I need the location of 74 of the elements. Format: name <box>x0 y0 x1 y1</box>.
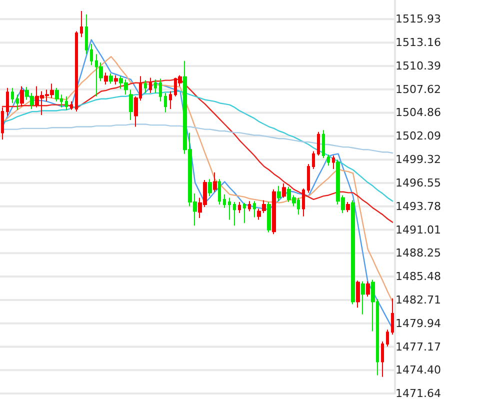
candlestick <box>243 202 246 224</box>
y-tick-label: 1485.48 <box>396 270 441 284</box>
candlestick <box>223 194 226 208</box>
candlestick <box>109 73 113 84</box>
candlestick <box>144 80 147 94</box>
candlestick <box>213 172 217 192</box>
candlestick <box>356 280 360 308</box>
line-series <box>2 39 394 330</box>
candlestick <box>75 30 78 112</box>
candlestick <box>164 92 167 113</box>
y-tick-label: 1510.39 <box>396 60 441 73</box>
candlestick <box>351 200 355 305</box>
candlestick <box>238 201 241 214</box>
y-tick-label: 1477.17 <box>396 340 441 354</box>
candlestick <box>332 155 335 170</box>
y-tick-label: 1493.78 <box>396 200 441 213</box>
candlestick <box>159 78 162 102</box>
y-tick-label: 1488.25 <box>396 246 441 260</box>
candlestick <box>317 131 320 156</box>
candlestick <box>253 200 256 218</box>
candlestick <box>277 185 281 202</box>
candlestick <box>80 10 83 38</box>
candlestick <box>267 201 271 233</box>
y-tick-label: 1515.93 <box>396 12 441 26</box>
y-tick-label: 1474.40 <box>396 364 441 377</box>
candlestick <box>302 188 305 217</box>
candlestick <box>282 182 286 198</box>
line-series <box>2 124 394 154</box>
candlestick <box>386 329 389 348</box>
candlestick <box>11 87 14 104</box>
y-tick-label: 1491.01 <box>396 223 441 236</box>
candlestick <box>114 74 118 86</box>
y-tick-label: 1496.55 <box>396 176 441 190</box>
candlestick <box>262 200 266 214</box>
candlestick <box>346 201 350 213</box>
candlestick <box>129 89 133 121</box>
candlestick <box>272 188 276 235</box>
candlestick <box>154 78 157 94</box>
y-tick-label: 1479.94 <box>396 316 441 330</box>
candlestick <box>257 208 261 220</box>
candlestick <box>366 280 370 298</box>
candlestick <box>233 201 236 226</box>
candlestick <box>1 106 4 140</box>
y-tick-label: 1471.64 <box>396 387 441 399</box>
candlestick <box>65 96 68 110</box>
y-tick-label: 1513.16 <box>396 36 441 50</box>
candlestick <box>85 14 88 55</box>
y-tick-label: 1502.09 <box>396 130 441 143</box>
candlestick <box>90 43 93 66</box>
candlestick <box>104 72 108 86</box>
candlestick <box>327 154 330 166</box>
candlestick <box>218 178 221 206</box>
y-tick-label: 1499.32 <box>396 153 441 166</box>
candlestick <box>6 87 9 116</box>
line-series <box>2 78 394 223</box>
candlestick <box>228 197 231 220</box>
candlestick <box>248 200 251 212</box>
candlestick <box>381 340 384 378</box>
y-tick-label: 1507.62 <box>396 82 441 96</box>
candlestick <box>312 150 315 170</box>
candlestick <box>70 100 73 110</box>
candlestick <box>391 298 394 336</box>
candlestick <box>322 130 325 159</box>
candlestick <box>16 94 19 110</box>
y-tick-label: 1504.86 <box>396 106 441 120</box>
y-tick-label: 1482.71 <box>396 293 441 306</box>
candlestick <box>20 86 24 107</box>
candlestick <box>149 77 152 94</box>
candlestick <box>208 178 212 197</box>
line-series <box>2 90 394 202</box>
candlestick <box>361 280 365 315</box>
candlestick <box>307 163 310 194</box>
line-series <box>2 56 394 302</box>
candlestick <box>169 90 172 110</box>
